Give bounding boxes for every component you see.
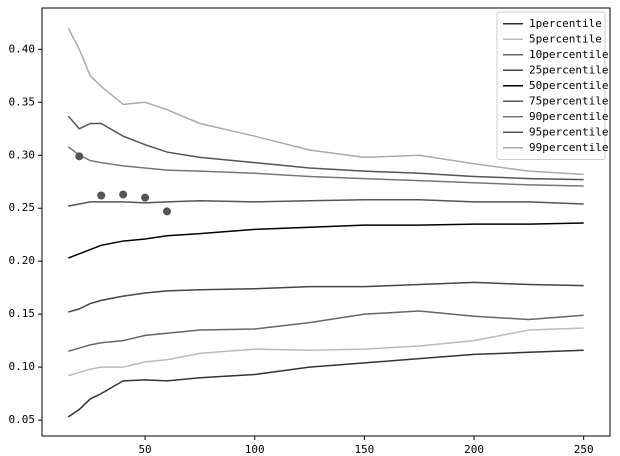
x-tick-label: 250 xyxy=(574,443,594,456)
series-line xyxy=(67,349,584,418)
legend-label: 90percentile xyxy=(529,110,608,123)
series-line xyxy=(68,310,584,352)
series-line xyxy=(68,281,584,313)
scatter-point xyxy=(119,190,128,199)
legend-label: 10percentile xyxy=(529,48,608,61)
plot-frame xyxy=(41,7,611,437)
y-tick-label: 0.20 xyxy=(9,254,36,267)
series-line xyxy=(67,115,584,181)
legend-label: 5percentile xyxy=(529,32,602,45)
legend-label: 1percentile xyxy=(529,17,602,30)
series-line xyxy=(67,27,584,176)
y-tick-label: 0.25 xyxy=(9,201,36,214)
y-tick-label: 0.05 xyxy=(9,413,36,426)
legend-label: 75percentile xyxy=(529,94,608,107)
x-tick-label: 150 xyxy=(354,443,374,456)
scatter-point xyxy=(163,207,172,216)
series-line xyxy=(67,146,584,187)
series-line xyxy=(68,199,584,207)
legend-box xyxy=(496,11,606,160)
scatter-point xyxy=(75,152,84,161)
legend-label: 95percentile xyxy=(529,125,608,138)
x-tick-label: 200 xyxy=(464,443,484,456)
y-tick-label: 0.30 xyxy=(9,148,36,161)
scatter-point xyxy=(141,193,150,202)
series-line xyxy=(68,222,584,259)
legend-label: 25percentile xyxy=(529,63,608,76)
x-tick-label: 100 xyxy=(245,443,265,456)
y-tick-label: 0.35 xyxy=(9,95,36,108)
x-tick-label: 50 xyxy=(138,443,151,456)
y-tick-label: 0.10 xyxy=(9,360,36,373)
y-tick-label: 0.40 xyxy=(9,42,36,55)
legend-label: 99percentile xyxy=(529,141,608,154)
y-tick-label: 0.15 xyxy=(9,307,36,320)
scatter-point xyxy=(97,191,106,200)
legend-label: 50percentile xyxy=(529,79,608,92)
series-line xyxy=(68,327,584,377)
